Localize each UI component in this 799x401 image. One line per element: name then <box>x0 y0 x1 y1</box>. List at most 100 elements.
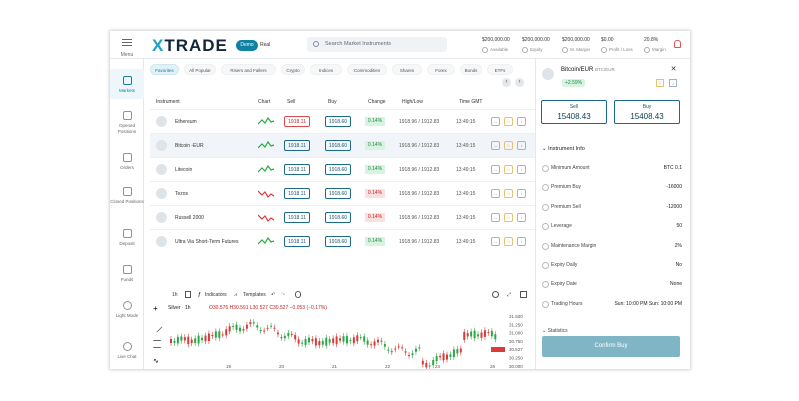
camera-icon[interactable] <box>520 291 527 298</box>
buy-price-button[interactable]: 1918.60 <box>325 236 351 247</box>
star-icon[interactable]: ☆ <box>656 79 664 87</box>
scroll-left-button[interactable]: ‹ <box>502 78 511 87</box>
nav-deposit[interactable]: Deposit <box>110 229 144 247</box>
undo-icon[interactable]: ↶ <box>271 292 276 298</box>
buy-price-button[interactable]: 1918.60 <box>325 116 351 127</box>
candle-type-icon[interactable] <box>185 291 191 298</box>
col-buy[interactable]: Buy <box>328 99 337 105</box>
menu-icon[interactable] <box>122 39 132 48</box>
fib-icon[interactable] <box>153 340 161 348</box>
filter-forex[interactable]: Forex <box>427 64 455 75</box>
filter-etfs[interactable]: ETFs <box>487 64 513 75</box>
sell-price-button[interactable]: 1918.11 <box>284 188 310 199</box>
star-icon[interactable]: ☆ <box>504 165 513 174</box>
sell-price-button[interactable]: 1918.11 <box>284 116 310 127</box>
templates-button[interactable]: Templates <box>243 292 266 298</box>
candle-body <box>311 339 314 342</box>
fullscreen-icon[interactable]: ⤢ <box>507 292 512 298</box>
nav-orders[interactable]: Orders <box>110 153 144 171</box>
buy-button[interactable]: Buy 15408.43 <box>614 100 680 124</box>
table-row[interactable]: Bitcoin -EUR 1918.11 1918.60 0.14% 1918.96 /… <box>150 133 535 157</box>
buy-price-button[interactable]: 1918.60 <box>325 140 351 151</box>
nav-funds[interactable]: Funds <box>110 265 144 283</box>
filter-bonds[interactable]: Bonds <box>460 64 482 75</box>
sell-price-button[interactable]: 1918.11 <box>284 212 310 223</box>
candle-body <box>290 334 293 336</box>
search-input[interactable]: Search Market Instruments <box>307 37 447 52</box>
menu-label: Menu <box>120 52 134 58</box>
chart-link-icon[interactable]: ↔ <box>491 237 500 246</box>
table-row[interactable]: Ethereum 1918.11 1918.60 0.14% 1918.96 / 191… <box>150 109 535 133</box>
nav-light-mode[interactable]: Light Mode <box>110 301 144 319</box>
filter-shares[interactable]: Shares <box>392 64 422 75</box>
table-row[interactable]: Ultra Via Short-Term Futures 1918.11 1918.… <box>150 229 535 253</box>
sell-button[interactable]: Sell 15408.43 <box>541 100 607 124</box>
bell-icon[interactable]: ♪ <box>517 237 526 246</box>
col-sell[interactable]: Sell <box>287 99 296 105</box>
settings-icon[interactable] <box>492 291 499 298</box>
logo: XTRADE <box>152 36 228 55</box>
chart-link-icon[interactable]: ↔ <box>491 213 500 222</box>
search-icon <box>313 41 319 47</box>
redo-icon[interactable]: ↷ <box>281 292 286 298</box>
star-icon[interactable]: ☆ <box>504 141 513 150</box>
close-icon[interactable]: ✕ <box>670 66 677 73</box>
filter-indices[interactable]: Indices <box>310 64 342 75</box>
brush-icon[interactable]: ∿ <box>153 358 159 365</box>
table-row[interactable]: Litecoin 1918.11 1918.60 0.14% 1918.96 / 191… <box>150 157 535 181</box>
y-tick-label: 31.000 <box>509 331 523 336</box>
nav-live-chat[interactable]: Live Chat <box>110 342 144 360</box>
col-instrument[interactable]: Instrument <box>156 99 180 105</box>
chart-link-icon[interactable]: ↔ <box>491 117 500 126</box>
bell-icon[interactable] <box>674 40 681 48</box>
demo-toggle[interactable]: Demo <box>236 40 258 51</box>
filter-commodities[interactable]: Commodities <box>347 64 387 75</box>
sell-price-button[interactable]: 1918.11 <box>284 236 310 247</box>
col-change[interactable]: Change <box>368 99 386 105</box>
table-row[interactable]: Russell 2000 1918.11 1918.60 0.14% 1918.96 /… <box>150 205 535 229</box>
filter-crypto[interactable]: Crypto <box>281 64 305 75</box>
indicators-button[interactable]: Indicators <box>205 292 227 298</box>
filter-risers-fallers[interactable]: Risers and Fallers <box>221 64 276 75</box>
sell-price-button[interactable]: 1918.11 <box>284 140 310 151</box>
buy-price-button[interactable]: 1918.60 <box>325 212 351 223</box>
instrument-info-header[interactable]: ⌄ Instrument Info <box>542 146 585 152</box>
nav-opened-positions[interactable]: Opened Positions <box>110 111 144 134</box>
candle-body <box>401 347 404 349</box>
filter-favorites[interactable]: Favorites <box>150 64 179 75</box>
buy-price-button[interactable]: 1918.60 <box>325 164 351 175</box>
confirm-buy-button[interactable]: Confirm Buy <box>542 336 680 357</box>
sell-price-button[interactable]: 1918.11 <box>284 164 310 175</box>
chart-link-icon[interactable]: ↔ <box>491 165 500 174</box>
indicators-icon[interactable]: ƒ <box>198 292 201 298</box>
bell-icon[interactable]: ♪ <box>517 141 526 150</box>
table-row[interactable]: Tezos 1918.11 1918.60 0.14% 1918.96 / 1912.8… <box>150 181 535 205</box>
star-icon[interactable]: ☆ <box>504 237 513 246</box>
star-icon[interactable]: ☆ <box>504 189 513 198</box>
crosshair-icon[interactable]: + <box>153 304 158 313</box>
bell-icon[interactable]: ♪ <box>517 165 526 174</box>
star-icon[interactable]: ☆ <box>504 117 513 126</box>
candlestick-chart[interactable]: 31.500 31.250 31.000 30.750 30.527 30.250 30.0… <box>166 311 531 369</box>
star-icon[interactable]: ☆ <box>504 213 513 222</box>
scroll-right-button[interactable]: › <box>515 78 524 87</box>
bell-icon[interactable]: ♪ <box>669 79 677 87</box>
chart-link-icon[interactable]: ↔ <box>491 141 500 150</box>
nav-markets[interactable]: Markets <box>110 69 144 99</box>
col-chart: Chart <box>258 99 271 105</box>
bell-icon[interactable]: ♪ <box>517 117 526 126</box>
real-toggle[interactable]: Real <box>260 42 271 48</box>
buy-price-button[interactable]: 1918.60 <box>325 188 351 199</box>
info-label: Maintenance Margin <box>541 242 597 250</box>
statistics-header[interactable]: ⌄ Statistics <box>542 328 568 334</box>
filter-all-popular[interactable]: All Popular <box>184 64 216 75</box>
bell-icon[interactable]: ♪ <box>517 189 526 198</box>
interval-select[interactable]: 1h <box>172 292 178 298</box>
templates-icon[interactable]: ⩘ <box>234 292 237 298</box>
nav-closed-positions[interactable]: Closed Positions <box>110 187 144 205</box>
bell-icon[interactable]: ♪ <box>517 213 526 222</box>
pointer-icon[interactable] <box>295 291 301 298</box>
trendline-icon[interactable] <box>151 321 163 333</box>
chart-link-icon[interactable]: ↔ <box>491 189 500 198</box>
candle-body <box>349 340 352 342</box>
